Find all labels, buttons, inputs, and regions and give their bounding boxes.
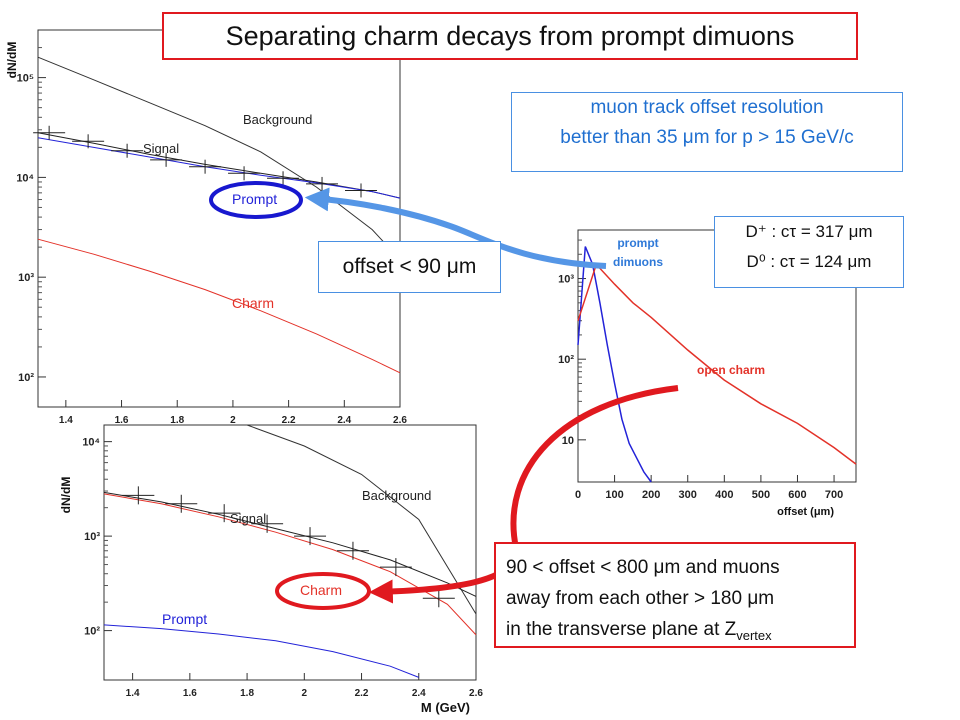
- x-tick-label: 2.2: [282, 415, 296, 426]
- d0-lifetime: D⁰ : cτ = 124 μm: [746, 252, 872, 271]
- resolution-box: muon track offset resolution better than…: [511, 92, 903, 172]
- prompt-highlight-ellipse: [209, 181, 303, 219]
- prompt-offset-cut-box: offset < 90 μm: [318, 241, 501, 293]
- y-axis-label: dN/dM: [59, 477, 73, 514]
- open-charm-label: open charm: [697, 363, 765, 377]
- y-tick-label: 10²: [84, 626, 100, 638]
- charm-cut-line-3: in the transverse plane at Zvertex: [506, 614, 854, 651]
- charm-arrow: [368, 385, 679, 604]
- y-tick-label: 10²: [18, 372, 34, 384]
- resolution-line-1: muon track offset resolution: [590, 97, 824, 118]
- x-tick-label: 1.4: [59, 415, 73, 426]
- series-line-charm: [37, 238, 401, 374]
- y-tick-label: 10⁵: [17, 73, 34, 85]
- x-tick-label: 2.4: [412, 688, 426, 699]
- series-line-open-charm: [577, 262, 857, 465]
- prompt-label: Prompt: [162, 611, 207, 627]
- x-tick-label: 2: [230, 415, 236, 426]
- x-tick-label: 100: [605, 489, 623, 501]
- x-tick-label: 2: [302, 688, 308, 699]
- y-axis-label: dN/dM: [5, 42, 19, 79]
- prompt-label: Prompt: [232, 191, 277, 207]
- slide-title: Separating charm decays from prompt dimu…: [162, 12, 858, 60]
- signal-label: Signal: [230, 511, 266, 526]
- series-line-prompt: [103, 624, 419, 678]
- y-tick-label: 10²: [558, 354, 574, 366]
- charm-highlight-ellipse: [275, 572, 371, 610]
- prompt-arrow: [304, 187, 607, 269]
- series-line-background: [246, 424, 477, 615]
- prompt-dimuons-label-1: prompt: [617, 236, 658, 250]
- y-tick-label: 10³: [84, 531, 100, 543]
- series-line-prompt-dimuons: [577, 246, 652, 483]
- charm-label: Charm: [300, 582, 342, 598]
- signal-label: Signal: [143, 141, 179, 156]
- x-tick-label: 2.6: [393, 415, 407, 426]
- x-tick-label: 1.8: [240, 688, 254, 699]
- charm-cut-line-2: away from each other > 180 μm: [506, 588, 775, 609]
- x-tick-label: 600: [788, 489, 806, 501]
- lifetime-box: D⁺ : cτ = 317 μm D⁰ : cτ = 124 μm: [714, 216, 904, 288]
- charm-label: Charm: [232, 295, 274, 311]
- x-tick-label: 0: [575, 489, 581, 501]
- resolution-line-2: better than 35 μm for p > 15 GeV/c: [560, 127, 854, 148]
- x-axis-label: offset (μm): [777, 506, 834, 518]
- charm-cut-box: 90 < offset < 800 μm and muons away from…: [494, 542, 856, 648]
- x-tick-label: 2.4: [337, 415, 351, 426]
- x-tick-label: 2.2: [355, 688, 369, 699]
- y-tick-label: 10: [562, 435, 574, 447]
- y-tick-label: 10³: [558, 274, 574, 286]
- x-tick-label: 500: [752, 489, 770, 501]
- series-line-background: [37, 56, 401, 260]
- background-label: Background: [243, 112, 312, 127]
- x-tick-label: 700: [825, 489, 843, 501]
- x-tick-label: 1.6: [115, 415, 129, 426]
- prompt-dimuons-label-2: dimuons: [613, 255, 663, 269]
- background-label: Background: [362, 488, 431, 503]
- y-tick-label: 10⁴: [16, 172, 34, 184]
- x-tick-label: 300: [679, 489, 697, 501]
- x-tick-label: 1.4: [126, 688, 140, 699]
- series-line-charm: [103, 493, 477, 636]
- dplus-lifetime: D⁺ : cτ = 317 μm: [745, 222, 873, 241]
- x-tick-label: 400: [715, 489, 733, 501]
- y-tick-label: 10³: [18, 272, 34, 284]
- charm-cut-line-3-sub: vertex: [736, 627, 772, 643]
- x-tick-label: 1.8: [170, 415, 184, 426]
- charm-cut-line-3-main: in the transverse plane at Z: [506, 619, 737, 640]
- charm-cut-line-1: 90 < offset < 800 μm and muons: [506, 557, 780, 578]
- plot-frame: [103, 424, 477, 681]
- x-tick-label: 1.6: [183, 688, 197, 699]
- x-tick-label: 200: [642, 489, 660, 501]
- x-tick-label: 2.6: [469, 688, 483, 699]
- y-tick-label: 10⁴: [82, 437, 100, 449]
- x-axis-label: M (GeV): [421, 700, 470, 715]
